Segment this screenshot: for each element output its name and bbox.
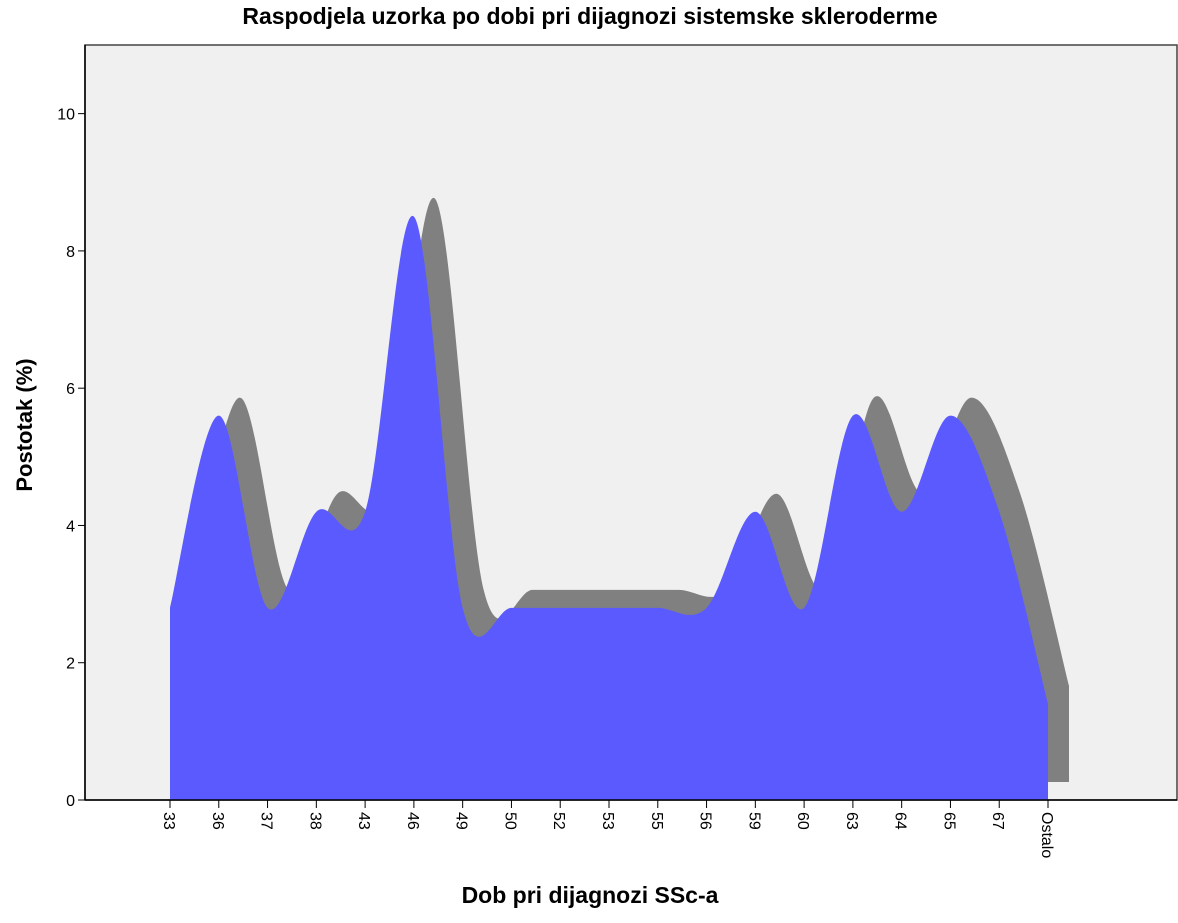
x-tick-label: 55: [648, 812, 665, 830]
x-tick-label: 59: [745, 812, 762, 830]
y-tick-label: 0: [66, 793, 75, 810]
y-tick-label: 6: [66, 381, 75, 398]
x-tick-label: 64: [892, 812, 909, 830]
x-tick-label: 46: [404, 812, 421, 830]
x-tick-label: 60: [794, 812, 811, 830]
x-tick-label: 52: [550, 812, 567, 830]
x-tick-label: 43: [355, 812, 372, 830]
x-tick-label: 33: [160, 812, 177, 830]
marks: [170, 197, 1069, 800]
x-tick-label: 50: [501, 812, 518, 830]
y-tick-label: 4: [66, 518, 75, 535]
x-tick-label: 38: [306, 812, 323, 830]
x-tick-label: 53: [599, 812, 616, 830]
y-tick-label: 2: [66, 656, 75, 673]
x-tick-label: 37: [258, 812, 275, 830]
y-tick-label: 10: [57, 107, 75, 124]
x-axis-label: Dob pri dijagnozi SSc-a: [462, 882, 719, 908]
y-tick-label: 8: [66, 244, 75, 261]
y-axis-label: Postotak (%): [12, 358, 37, 491]
chart-title: Raspodjela uzorka po dobi pri dijagnozi …: [242, 3, 937, 29]
x-tick-label: 49: [453, 812, 470, 830]
x-tick-label: 36: [209, 812, 226, 830]
area: [170, 215, 1048, 800]
x-tick-label: 65: [940, 812, 957, 830]
x-tick-label: Ostalo: [1038, 812, 1055, 858]
x-tick-label: 67: [989, 812, 1006, 830]
x-tick-label: 56: [697, 812, 714, 830]
x-tick-label: 63: [843, 812, 860, 830]
